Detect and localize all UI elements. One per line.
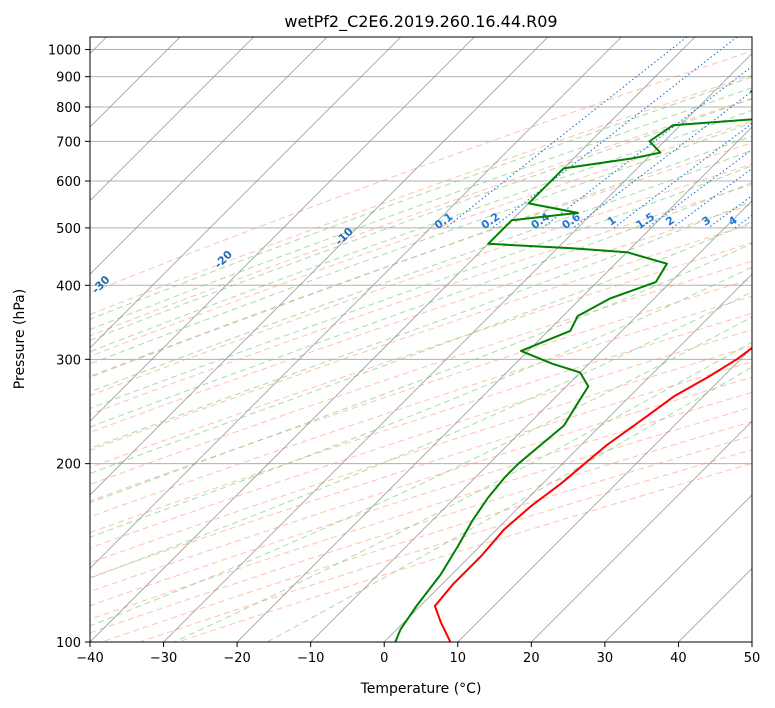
x-tick-label: −20 bbox=[223, 651, 250, 666]
temperature-profile-line bbox=[433, 346, 752, 642]
x-axis-title: Temperature (°C) bbox=[360, 681, 482, 697]
y-axis-title: Pressure (hPa) bbox=[12, 289, 28, 389]
isotherms bbox=[90, 37, 752, 642]
x-tick-label: 10 bbox=[450, 651, 467, 666]
x-tick-label: −40 bbox=[76, 651, 103, 666]
plot-area: 0.10.20.40.611.52346810131620253036 -100… bbox=[90, 37, 752, 642]
x-tick-label: 40 bbox=[670, 651, 687, 666]
moist-adiabat-line bbox=[90, 243, 752, 504]
isotherm-line bbox=[90, 37, 328, 275]
y-tick-label: 800 bbox=[56, 101, 81, 116]
isotherm-line bbox=[310, 200, 752, 642]
dry-adiabat-line bbox=[90, 329, 752, 549]
mixing-ratio-line bbox=[542, 65, 752, 229]
y-tick-label: 200 bbox=[56, 458, 81, 473]
moist-adiabat-line bbox=[90, 109, 752, 353]
y-tick-label: 500 bbox=[56, 222, 81, 237]
moist-adiabat-line bbox=[90, 76, 752, 320]
x-tick-label: 30 bbox=[597, 651, 614, 666]
x-tick-label: −10 bbox=[297, 651, 324, 666]
x-axis-ticks: −40 −30 −20 −10 0 10 20 30 40 50 bbox=[76, 642, 760, 666]
y-tick-label: 300 bbox=[56, 353, 81, 368]
isotherm-line bbox=[383, 273, 752, 642]
dry-adiabat-line bbox=[90, 361, 752, 578]
isotherm-line bbox=[90, 37, 254, 202]
isotherm-line bbox=[604, 494, 752, 642]
dry-adiabat-line bbox=[90, 50, 752, 294]
moist-adiabat-line bbox=[90, 291, 752, 579]
pressure-gridlines bbox=[90, 49, 752, 642]
isotherm-line bbox=[90, 37, 696, 642]
isotherm-line bbox=[90, 37, 475, 422]
dry-adiabat-line bbox=[90, 223, 752, 451]
x-tick-label: −30 bbox=[150, 651, 177, 666]
dry-adiabat-line bbox=[90, 376, 752, 593]
isotherm-line bbox=[163, 52, 752, 642]
moist-adiabat-line bbox=[266, 366, 752, 642]
moist-adiabat-line bbox=[90, 200, 752, 450]
y-axis-ticks: 100 200 300 400 500 600 700 800 900 1000 bbox=[48, 44, 90, 651]
isotherm-line bbox=[236, 126, 752, 642]
x-tick-label: 50 bbox=[744, 651, 761, 666]
dewpoint-profile-line bbox=[394, 90, 752, 642]
moist-adiabat-line bbox=[90, 87, 752, 331]
y-tick-label: 700 bbox=[56, 135, 81, 150]
x-tick-label: 20 bbox=[523, 651, 540, 666]
mixing-ratio-line bbox=[671, 167, 752, 229]
y-tick-label: 100 bbox=[56, 636, 81, 651]
y-tick-label: 1000 bbox=[48, 44, 81, 59]
dry-adiabat-line bbox=[90, 74, 752, 316]
moist-adiabats bbox=[90, 76, 752, 642]
moist-adiabat-line bbox=[90, 266, 752, 538]
isotherm-line bbox=[90, 37, 622, 570]
y-tick-label: 600 bbox=[56, 175, 81, 190]
sounding-profiles bbox=[394, 90, 752, 642]
isotherm-line bbox=[90, 37, 402, 349]
moist-adiabat-line bbox=[90, 98, 752, 341]
y-tick-label: 900 bbox=[56, 71, 81, 86]
moist-adiabat-line bbox=[90, 165, 752, 409]
dry-adiabat-line bbox=[90, 278, 752, 502]
plot-frame bbox=[89, 36, 753, 643]
isotherm-line bbox=[457, 347, 752, 642]
mixing-ratio-line bbox=[572, 90, 752, 229]
moist-adiabat-line bbox=[90, 182, 752, 428]
x-tick-label: 0 bbox=[380, 651, 388, 666]
isotherm-line bbox=[90, 37, 549, 496]
dry-adiabat-line bbox=[90, 142, 752, 377]
isotherm-line bbox=[531, 420, 752, 642]
dry-adiabat-line bbox=[90, 242, 752, 469]
y-tick-label: 400 bbox=[56, 279, 81, 294]
dry-adiabat-line bbox=[90, 97, 752, 337]
chart-title: wetPf2_C2E6.2019.260.16.44.R09 bbox=[284, 12, 557, 32]
dry-adiabat-line bbox=[90, 163, 752, 397]
